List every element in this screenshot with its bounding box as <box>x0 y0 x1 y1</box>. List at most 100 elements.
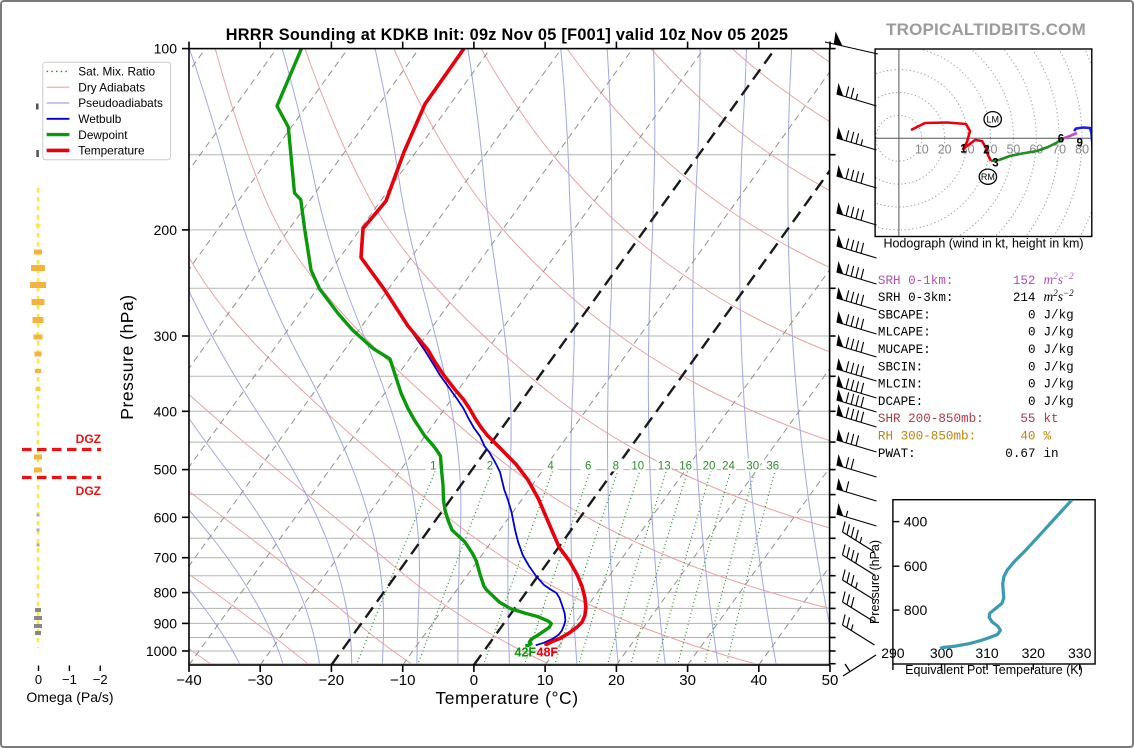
svg-text:700: 700 <box>154 550 178 566</box>
svg-text:J/kg: J/kg <box>1044 343 1074 357</box>
svg-text:2: 2 <box>983 145 989 157</box>
svg-text:MUCAPE:: MUCAPE: <box>878 343 931 357</box>
svg-text:42F: 42F <box>515 646 537 660</box>
svg-text:3: 3 <box>992 158 998 170</box>
svg-text:0: 0 <box>1028 343 1036 357</box>
svg-text:Wetbulb: Wetbulb <box>78 112 122 126</box>
svg-text:200: 200 <box>154 222 178 238</box>
svg-text:40: 40 <box>750 672 767 689</box>
svg-text:HRRR Sounding at KDKB Init: 09: HRRR Sounding at KDKB Init: 09z Nov 05 [… <box>226 26 789 44</box>
svg-text:−10: −10 <box>390 672 415 689</box>
svg-text:20: 20 <box>608 672 625 689</box>
svg-text:500: 500 <box>154 462 178 478</box>
svg-text:36: 36 <box>766 460 779 472</box>
svg-text:Dry Adiabats: Dry Adiabats <box>78 80 145 94</box>
svg-text:J/kg: J/kg <box>1044 360 1074 374</box>
svg-text:214: 214 <box>1013 291 1036 305</box>
svg-text:J/kg: J/kg <box>1044 326 1074 340</box>
svg-text:300: 300 <box>930 645 954 661</box>
svg-text:400: 400 <box>154 403 178 419</box>
svg-text:330: 330 <box>1068 645 1092 661</box>
svg-text:DCAPE:: DCAPE: <box>878 395 923 409</box>
svg-text:DGZ: DGZ <box>76 484 101 498</box>
svg-text:−2: −2 <box>93 672 108 687</box>
svg-text:Omega (Pa/s): Omega (Pa/s) <box>26 689 113 705</box>
svg-text:SBCIN:: SBCIN: <box>878 360 923 374</box>
svg-text:20: 20 <box>938 143 952 157</box>
svg-text:400: 400 <box>904 514 928 530</box>
svg-text:MLCIN:: MLCIN: <box>878 378 923 392</box>
svg-text:SRH 0-3km:: SRH 0-3km: <box>878 291 954 305</box>
svg-text:Temperature (°C): Temperature (°C) <box>435 688 578 708</box>
svg-text:1: 1 <box>960 144 967 156</box>
svg-text:4: 4 <box>547 460 554 472</box>
svg-text:Pressure (hPa): Pressure (hPa) <box>117 294 137 419</box>
svg-text:6: 6 <box>1058 133 1064 145</box>
svg-text:0: 0 <box>1028 326 1036 340</box>
svg-text:800: 800 <box>154 585 178 601</box>
svg-text:20: 20 <box>703 460 716 472</box>
svg-text:70: 70 <box>1052 143 1066 157</box>
svg-text:310: 310 <box>975 645 999 661</box>
svg-text:40: 40 <box>1020 430 1035 444</box>
svg-text:−1: −1 <box>62 672 77 687</box>
svg-text:J/kg: J/kg <box>1044 395 1074 409</box>
svg-text:13: 13 <box>658 460 671 472</box>
svg-text:24: 24 <box>722 460 735 472</box>
svg-text:50: 50 <box>1006 143 1020 157</box>
svg-text:RM: RM <box>981 172 995 182</box>
svg-text:0.67: 0.67 <box>1005 447 1035 461</box>
svg-text:%: % <box>1044 430 1052 444</box>
svg-text:300: 300 <box>154 328 178 344</box>
svg-text:PWAT:: PWAT: <box>878 447 916 461</box>
svg-text:16: 16 <box>679 460 692 472</box>
svg-text:m2s−2: m2s−2 <box>1044 271 1075 287</box>
svg-text:900: 900 <box>154 615 178 631</box>
svg-text:9: 9 <box>1076 138 1082 150</box>
svg-text:0: 0 <box>1028 360 1036 374</box>
svg-text:J/kg: J/kg <box>1044 308 1074 322</box>
svg-text:SRH 0-1km:: SRH 0-1km: <box>878 274 954 288</box>
svg-text:10: 10 <box>537 672 554 689</box>
svg-text:SBCAPE:: SBCAPE: <box>878 308 931 322</box>
svg-text:290: 290 <box>881 645 905 661</box>
svg-text:MLCAPE:: MLCAPE: <box>878 326 931 340</box>
svg-text:Hodograph (wind in kt, height: Hodograph (wind in kt, height in km) <box>883 237 1083 251</box>
svg-text:600: 600 <box>904 558 928 574</box>
svg-text:m2s−2: m2s−2 <box>1044 288 1075 304</box>
svg-text:55: 55 <box>1020 412 1035 426</box>
svg-text:in: in <box>1044 447 1059 461</box>
svg-text:DGZ: DGZ <box>76 432 101 446</box>
svg-text:−30: −30 <box>247 672 272 689</box>
svg-text:600: 600 <box>154 509 178 525</box>
svg-text:0: 0 <box>1028 378 1036 392</box>
svg-text:RH 300-850mb:: RH 300-850mb: <box>878 430 976 444</box>
svg-text:−20: −20 <box>319 672 344 689</box>
svg-text:48F: 48F <box>537 646 559 660</box>
svg-text:−40: −40 <box>176 672 201 689</box>
svg-text:SHR 200-850mb:: SHR 200-850mb: <box>878 412 984 426</box>
svg-text:50: 50 <box>822 672 839 689</box>
svg-text:J/kg: J/kg <box>1044 378 1074 392</box>
svg-text:152: 152 <box>1013 274 1036 288</box>
svg-text:6: 6 <box>585 460 591 472</box>
svg-text:kt: kt <box>1044 412 1059 426</box>
svg-text:80: 80 <box>1075 143 1089 157</box>
svg-text:Temperature: Temperature <box>78 144 145 158</box>
svg-text:LM: LM <box>986 115 999 125</box>
svg-text:Dewpoint: Dewpoint <box>78 128 128 142</box>
svg-text:800: 800 <box>904 602 928 618</box>
svg-text:Sat. Mix. Ratio: Sat. Mix. Ratio <box>78 65 155 79</box>
svg-text:1000: 1000 <box>146 643 177 659</box>
svg-text:30: 30 <box>746 460 759 472</box>
svg-text:320: 320 <box>1022 645 1046 661</box>
svg-text:1: 1 <box>430 460 436 472</box>
svg-text:Equivalent Pot. Temperature (K: Equivalent Pot. Temperature (K) <box>905 663 1083 677</box>
svg-text:100: 100 <box>154 41 178 57</box>
svg-text:Pressure (hPa): Pressure (hPa) <box>868 540 882 624</box>
svg-text:Pseudoadiabats: Pseudoadiabats <box>78 96 163 110</box>
svg-text:0: 0 <box>1028 308 1036 322</box>
svg-text:0: 0 <box>1028 395 1036 409</box>
svg-text:10: 10 <box>915 143 929 157</box>
svg-text:0: 0 <box>35 672 42 687</box>
